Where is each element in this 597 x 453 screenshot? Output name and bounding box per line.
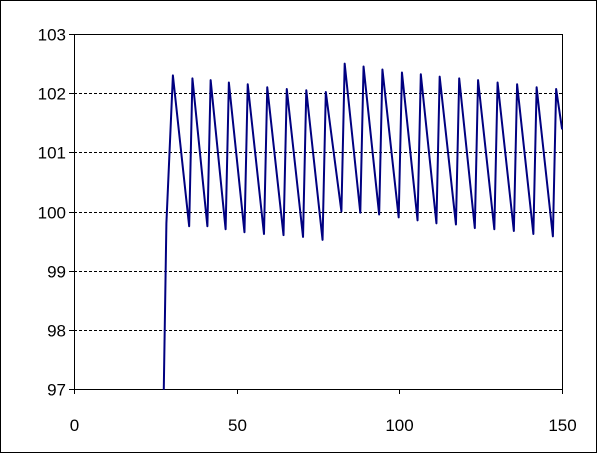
x-tick-labels: 0 50 100 150 — [70, 416, 577, 435]
x-tick-label-50: 50 — [228, 416, 247, 435]
series-layer — [162, 62, 563, 390]
y-tick-label-101: 101 — [38, 144, 66, 163]
y-tick-label-102: 102 — [38, 85, 66, 104]
y-tick-label-99: 99 — [47, 263, 66, 282]
x-tick-label-100: 100 — [385, 416, 413, 435]
x-tick-label-150: 150 — [548, 416, 576, 435]
series-line-0 — [162, 62, 563, 390]
axes — [69, 34, 563, 394]
y-tick-label-98: 98 — [47, 322, 66, 341]
gridlines — [74, 93, 562, 331]
y-tick-label-103: 103 — [38, 26, 66, 45]
x-tick-label-0: 0 — [70, 416, 79, 435]
y-tick-labels: 97 98 99 100 101 102 103 — [38, 26, 66, 400]
y-tick-label-100: 100 — [38, 204, 66, 223]
y-tick-label-97: 97 — [47, 381, 66, 400]
